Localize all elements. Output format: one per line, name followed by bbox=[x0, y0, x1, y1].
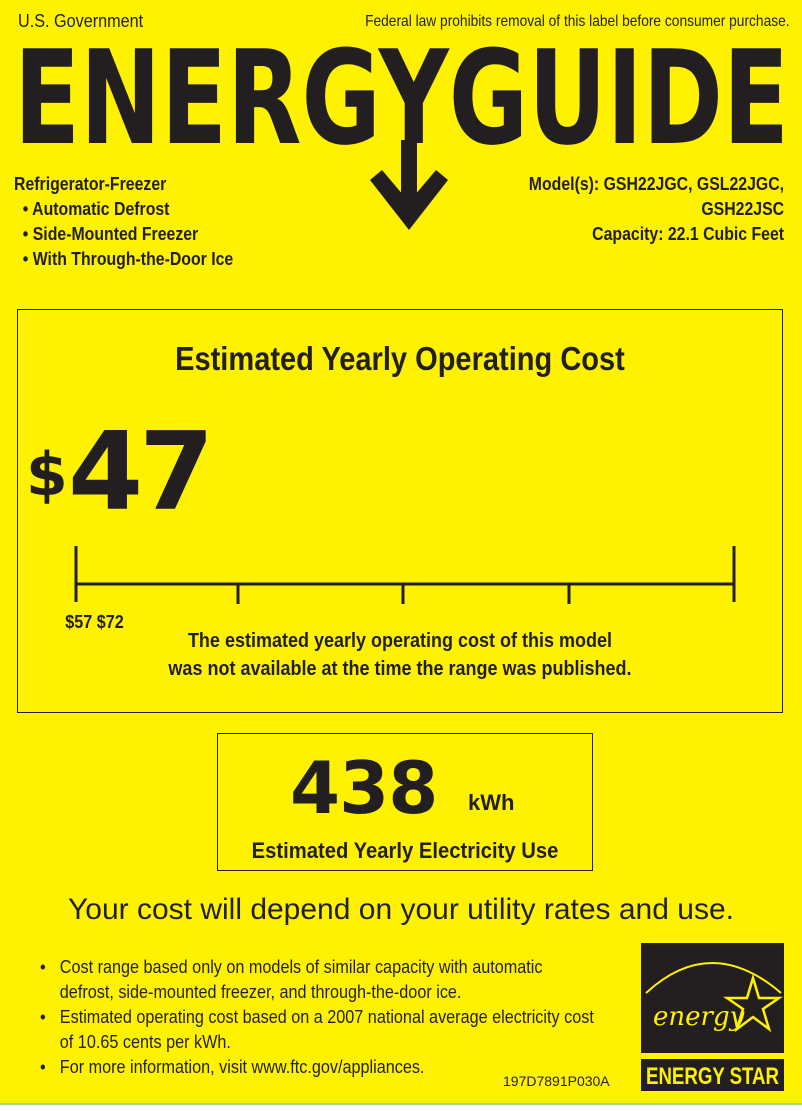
label-code: 197D7891P030A bbox=[503, 1073, 610, 1089]
energy-star-wordmark: ENERGY STAR bbox=[646, 1063, 779, 1090]
footnotes: Cost range based only on models of simil… bbox=[40, 955, 598, 1080]
feature-item: • Automatic Defrost bbox=[22, 199, 170, 219]
energy-script: energy bbox=[653, 1002, 745, 1032]
law-notice: Federal law prohibits removal of this la… bbox=[365, 13, 790, 30]
us-government-label: U.S. Government bbox=[18, 11, 144, 31]
operating-cost-box: Estimated Yearly Operating Cost $ 47 $57… bbox=[17, 309, 783, 713]
kwh-unit: kWh bbox=[468, 790, 515, 815]
footnote: Cost range based only on models of simil… bbox=[40, 955, 598, 1005]
cost-amount: 47 bbox=[68, 410, 214, 535]
feature-item: • Side-Mounted Freezer bbox=[22, 224, 199, 244]
cost-note: The estimated yearly operating cost of t… bbox=[56, 627, 744, 683]
energy-star-logo: energy ENERGY STAR bbox=[641, 943, 784, 1096]
energyguide-title-wrap: ENERGYGUIDE bbox=[14, 40, 789, 150]
cost-range-label: $57 $72 bbox=[65, 612, 124, 632]
model-line: Model(s): GSH22JGC, GSL22JGC, bbox=[528, 174, 784, 194]
model-line: GSH22JSC bbox=[701, 199, 784, 219]
electricity-use-box: 438 kWh Estimated Yearly Electricity Use bbox=[217, 733, 593, 871]
feature-item: • With Through-the-Door Ice bbox=[22, 249, 234, 269]
product-type: Refrigerator-Freezer bbox=[14, 174, 167, 194]
currency-symbol: $ bbox=[26, 440, 68, 510]
cost-depend-statement: Your cost will depend on your utility ra… bbox=[68, 893, 734, 926]
down-arrow-icon bbox=[370, 140, 448, 230]
footnote: For more information, visit www.ftc.gov/… bbox=[40, 1055, 598, 1080]
product-features: Refrigerator-Freezer • Automatic Defrost… bbox=[14, 172, 233, 272]
capacity: Capacity: 22.1 Cubic Feet bbox=[592, 224, 784, 244]
energyguide-title: ENERGYGUIDE bbox=[14, 40, 789, 150]
cost-note-line: was not available at the time the range … bbox=[168, 658, 632, 680]
kwh-value: 438 bbox=[290, 746, 438, 830]
electricity-label: Estimated Yearly Electricity Use bbox=[251, 838, 559, 863]
cost-range-scale bbox=[74, 546, 736, 604]
cost-title: Estimated Yearly Operating Cost bbox=[175, 340, 625, 377]
model-info: Model(s): GSH22JGC, GSL22JGC, GSH22JSC C… bbox=[529, 172, 784, 247]
bottom-edge bbox=[0, 1103, 802, 1111]
cost-note-line: The estimated yearly operating cost of t… bbox=[187, 630, 613, 652]
footnote: Estimated operating cost based on a 2007… bbox=[40, 1005, 598, 1055]
